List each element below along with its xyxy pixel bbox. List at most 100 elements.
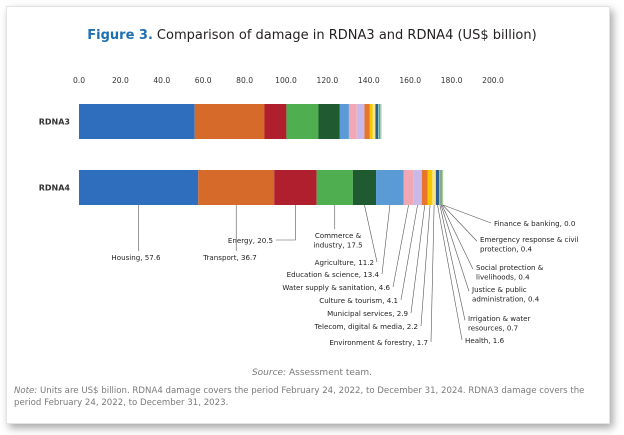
x-tick-label: 60.0 xyxy=(195,76,212,85)
data-label-text: Health, 1.6 xyxy=(465,336,505,345)
x-tick-label: 180.0 xyxy=(441,76,463,85)
data-label-education-and-science: Education & science, 13.4 xyxy=(287,204,391,279)
leader-line xyxy=(364,204,378,263)
note-text: Units are US$ billion. RDNA4 damage cove… xyxy=(14,386,585,408)
x-tick-label: 40.0 xyxy=(153,76,170,85)
leader-line xyxy=(439,204,466,321)
category-label-rdna3: RDNA3 xyxy=(39,118,70,127)
leader-line xyxy=(276,205,296,241)
bar-rdna4-housing xyxy=(79,170,199,205)
data-label-text: Transport, 36.7 xyxy=(202,253,257,262)
x-tick-label: 0.0 xyxy=(73,76,85,85)
x-tick-label: 140.0 xyxy=(358,76,380,85)
data-label-text: Environment & forestry, 1.7 xyxy=(329,338,428,347)
bar-rdna4-education-and-science xyxy=(376,170,404,205)
bar-rdna3-housing xyxy=(79,104,195,139)
bar-rdna4-water-supply-and-sanitation xyxy=(403,170,414,205)
category-label-rdna4: RDNA4 xyxy=(39,184,71,193)
data-label-environment-and-forestry: Environment & forestry, 1.7 xyxy=(329,204,435,347)
leader-line xyxy=(430,204,435,343)
data-label-irrigation-and-water-resources: Irrigation & water resources, 0.7 xyxy=(439,204,531,333)
leader-line xyxy=(381,204,391,275)
data-label-justice-and-public-administration: Justice & public administration, 0.4 xyxy=(440,204,540,304)
bar-rdna4-social-protection-and-livelihoods xyxy=(441,170,443,205)
data-label-culture-and-tourism: Culture & tourism, 4.1 xyxy=(319,204,418,305)
data-label-text: Irrigation & water resources, 0.7 xyxy=(468,314,531,333)
data-label-transport: Transport, 36.7 xyxy=(202,205,257,262)
x-tick-label: 80.0 xyxy=(236,76,253,85)
data-labels: Housing, 57.6 Transport, 36.7 Energy, 20.5… xyxy=(111,204,579,347)
x-tick-label: 100.0 xyxy=(275,76,297,85)
bar-rdna4-environment-and-forestry xyxy=(432,170,436,205)
bar-rdna4-agriculture xyxy=(352,170,377,205)
source-line: Source: Assessment team. xyxy=(0,368,624,378)
bar-rdna3-education-and-science xyxy=(339,104,349,139)
data-label-finance-and-banking: Finance & banking, 0.0 xyxy=(443,204,576,228)
data-label-text: Water supply & sanitation, 4.6 xyxy=(282,283,390,292)
bar-rdna4-commerce-and-industry xyxy=(316,170,353,205)
chart-title-main: Comparison of damage in RDNA3 and RDNA4 … xyxy=(157,28,537,43)
bar-rdna4-culture-and-tourism xyxy=(413,170,422,205)
bar-rdna4-municipal-services xyxy=(421,170,428,205)
bar-rdna3-environment-and-forestry xyxy=(372,104,376,139)
x-tick-label: 120.0 xyxy=(317,76,339,85)
data-label-social-protection-and-livelihoods: Social protection & livelihoods, 0.4 xyxy=(441,204,544,282)
leader-line xyxy=(400,204,418,301)
data-label-text: Finance & banking, 0.0 xyxy=(494,219,576,228)
data-label-text: Culture & tourism, 4.1 xyxy=(319,296,398,305)
bar-rdna4-emergency-response-and-civil-protection xyxy=(442,170,444,205)
leader-line xyxy=(437,204,463,341)
bar-rdna3-social-protection-and-livelihoods xyxy=(379,104,381,139)
data-label-agriculture: Agriculture, 11.2 xyxy=(315,204,378,267)
bar-rdna3-water-supply-and-sanitation xyxy=(348,104,357,139)
leader-line xyxy=(443,204,492,224)
data-label-telecom-digital-and-media: Telecom, digital & media, 2.2 xyxy=(314,204,431,331)
leader-line xyxy=(442,204,478,242)
source-text: Assessment team. xyxy=(288,368,373,378)
leader-line xyxy=(420,204,431,327)
bar-rdna3-telecom-digital-and-media xyxy=(369,104,373,139)
leader-line xyxy=(410,204,426,314)
chart-title: Figure 3. Comparison of damage in RDNA3 a… xyxy=(87,28,536,43)
bar-rdna3-commerce-and-industry xyxy=(286,104,319,139)
data-label-text: Agriculture, 11.2 xyxy=(315,258,374,267)
data-label-text: Commerce & industry, 17.5 xyxy=(313,231,362,250)
bars xyxy=(79,104,444,205)
data-label-emergency-response-and-civil-protection: Emergency response & civil protection, 0.… xyxy=(442,204,579,254)
bar-rdna4-energy xyxy=(274,170,317,205)
data-label-water-supply-and-sanitation: Water supply & sanitation, 4.6 xyxy=(282,204,409,292)
data-label-health: Health, 1.6 xyxy=(437,204,505,345)
data-label-municipal-services: Municipal services, 2.9 xyxy=(327,204,426,318)
chart-title-prefix: Figure 3. xyxy=(87,28,153,43)
source-label: Source: xyxy=(251,368,287,378)
leader-line xyxy=(440,204,470,292)
bar-rdna4-health xyxy=(435,170,440,205)
data-label-text: Telecom, digital & media, 2.2 xyxy=(314,322,418,331)
data-label-text: Energy, 20.5 xyxy=(228,236,273,245)
bar-rdna4-transport xyxy=(198,170,275,205)
data-label-text: Justice & public administration, 0.4 xyxy=(471,285,540,304)
data-label-text: Education & science, 13.4 xyxy=(287,270,380,279)
data-label-text: Housing, 57.6 xyxy=(111,253,161,262)
data-label-text: Social protection & livelihoods, 0.4 xyxy=(476,263,544,282)
bar-rdna4-irrigation-and-water-resources xyxy=(439,170,441,205)
data-label-text: Municipal services, 2.9 xyxy=(327,309,408,318)
bar-rdna4-telecom-digital-and-media xyxy=(427,170,433,205)
bar-rdna3-irrigation-and-water-resources xyxy=(378,104,379,139)
leader-line xyxy=(392,204,409,288)
note-label: Note: xyxy=(14,386,38,396)
bar-rdna3-transport xyxy=(194,104,265,139)
bar-rdna3-agriculture xyxy=(318,104,340,139)
x-tick-label: 160.0 xyxy=(399,76,421,85)
figure-frame xyxy=(6,6,610,424)
data-label-commerce-and-industry: Commerce & industry, 17.5 xyxy=(313,205,363,250)
bar-rdna3-health xyxy=(375,104,379,139)
data-label-energy: Energy, 20.5 xyxy=(228,205,296,245)
bar-rdna3-energy xyxy=(264,104,287,139)
bar-rdna3-justice-and-public-administration xyxy=(378,104,380,139)
x-tick-label: 20.0 xyxy=(112,76,129,85)
x-tick-label: 200.0 xyxy=(482,76,504,85)
bar-rdna3-emergency-response-and-civil-protection xyxy=(380,104,382,139)
leader-line xyxy=(441,204,474,270)
